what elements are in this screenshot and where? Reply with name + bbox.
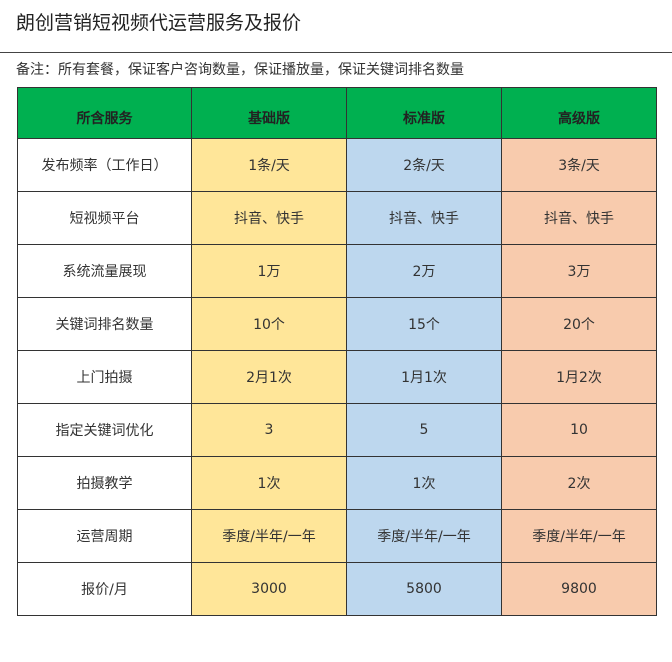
page-title: 朗创营销短视频代运营服务及报价 — [16, 12, 302, 34]
note-text: 备注：所有套餐，保证客户咨询数量，保证播放量，保证关键词排名数量 — [16, 62, 464, 78]
service-name-cell: 报价/月 — [17, 562, 192, 616]
service-name-cell: 运营周期 — [17, 509, 192, 563]
standard-value-cell: 抖音、快手 — [346, 191, 502, 245]
service-name-cell: 短视频平台 — [17, 191, 192, 245]
basic-value-cell: 抖音、快手 — [191, 191, 347, 245]
premium-value-cell: 9800 — [501, 562, 657, 616]
basic-value-cell: 2月1次 — [191, 350, 347, 404]
basic-value-cell: 1次 — [191, 456, 347, 510]
standard-value-cell: 1次 — [346, 456, 502, 510]
basic-value-cell: 1万 — [191, 244, 347, 298]
table-row: 指定关键词优化 3 5 10 — [17, 403, 657, 457]
header-row: 所含服务 基础版 标准版 高级版 — [17, 87, 657, 139]
premium-value-cell: 10 — [501, 403, 657, 457]
service-name-cell: 关键词排名数量 — [17, 297, 192, 351]
basic-value-cell: 季度/半年/一年 — [191, 509, 347, 563]
premium-value-cell: 3万 — [501, 244, 657, 298]
basic-value-cell: 1条/天 — [191, 138, 347, 192]
title-divider — [0, 52, 672, 53]
service-name-cell: 拍摄教学 — [17, 456, 192, 510]
table-row: 上门拍摄 2月1次 1月1次 1月2次 — [17, 350, 657, 404]
premium-value-cell: 3条/天 — [501, 138, 657, 192]
standard-value-cell: 5800 — [346, 562, 502, 616]
table-row: 系统流量展现 1万 2万 3万 — [17, 244, 657, 298]
service-name-cell: 发布频率（工作日） — [17, 138, 192, 192]
table-row: 拍摄教学 1次 1次 2次 — [17, 456, 657, 510]
service-name-cell: 上门拍摄 — [17, 350, 192, 404]
header-basic: 基础版 — [191, 87, 347, 139]
pricing-table-header: 所含服务 基础版 标准版 高级版 — [17, 87, 657, 139]
premium-value-cell: 抖音、快手 — [501, 191, 657, 245]
pricing-table-body: 发布频率（工作日） 1条/天 2条/天 3条/天 短视频平台 抖音、快手 抖音、快手 抖音、快… — [17, 138, 657, 616]
premium-value-cell: 1月2次 — [501, 350, 657, 404]
header-service: 所含服务 — [17, 87, 192, 139]
premium-value-cell: 2次 — [501, 456, 657, 510]
table-row: 运营周期 季度/半年/一年 季度/半年/一年 季度/半年/一年 — [17, 509, 657, 563]
header-premium: 高级版 — [501, 87, 657, 139]
pricing-table: 所含服务 基础版 标准版 高级版 发布频率（工作日） 1条/天 2条/天 3条/天 短视… — [17, 87, 657, 616]
standard-value-cell: 季度/半年/一年 — [346, 509, 502, 563]
standard-value-cell: 5 — [346, 403, 502, 457]
basic-value-cell: 10个 — [191, 297, 347, 351]
premium-value-cell: 20个 — [501, 297, 657, 351]
service-name-cell: 系统流量展现 — [17, 244, 192, 298]
standard-value-cell: 1月1次 — [346, 350, 502, 404]
basic-value-cell: 3 — [191, 403, 347, 457]
table-row: 发布频率（工作日） 1条/天 2条/天 3条/天 — [17, 138, 657, 192]
table-row: 关键词排名数量 10个 15个 20个 — [17, 297, 657, 351]
basic-value-cell: 3000 — [191, 562, 347, 616]
standard-value-cell: 15个 — [346, 297, 502, 351]
premium-value-cell: 季度/半年/一年 — [501, 509, 657, 563]
header-standard: 标准版 — [346, 87, 502, 139]
service-name-cell: 指定关键词优化 — [17, 403, 192, 457]
standard-value-cell: 2条/天 — [346, 138, 502, 192]
table-row: 短视频平台 抖音、快手 抖音、快手 抖音、快手 — [17, 191, 657, 245]
table-row: 报价/月 3000 5800 9800 — [17, 562, 657, 616]
standard-value-cell: 2万 — [346, 244, 502, 298]
